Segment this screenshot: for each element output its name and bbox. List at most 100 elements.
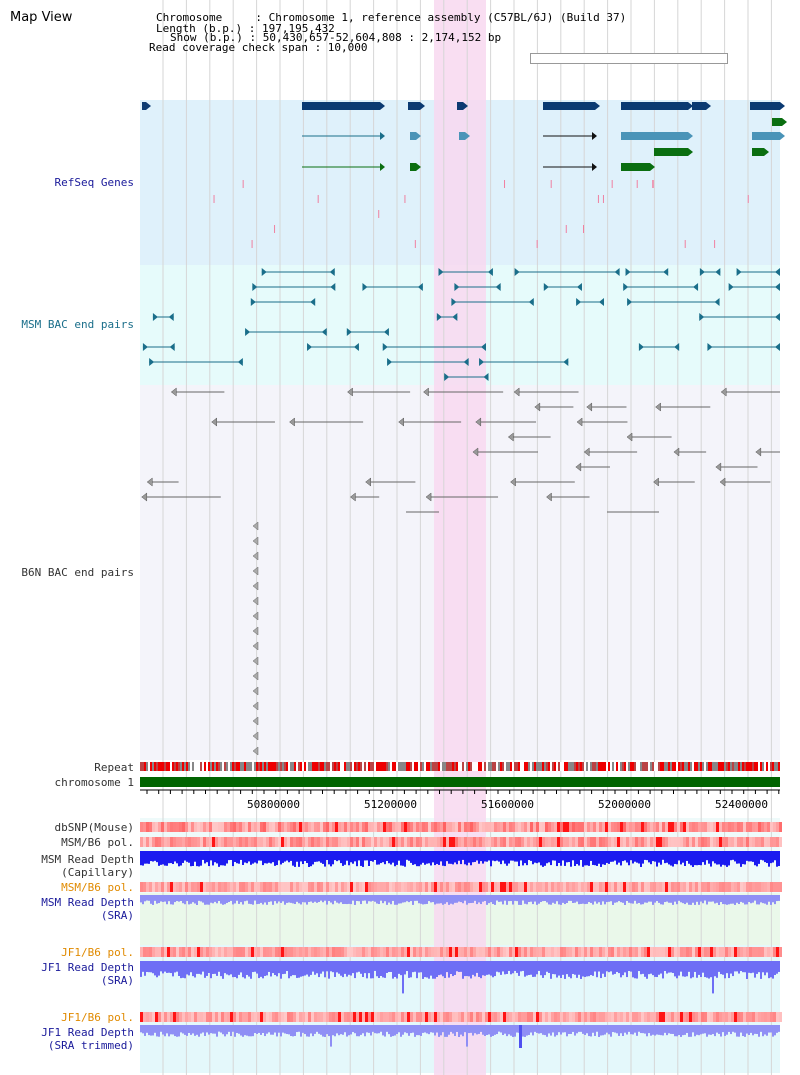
heat-cell: [719, 882, 722, 892]
depth-bar: [256, 1025, 258, 1034]
heat-cell: [512, 1012, 515, 1022]
depth-bar: [340, 1025, 342, 1035]
depth-bar: [170, 895, 172, 905]
depth-bar: [146, 961, 148, 972]
repeat-block: [184, 762, 186, 771]
track-label-refseq[interactable]: RefSeq Genes: [54, 176, 134, 189]
heat-cell: [668, 1012, 671, 1022]
depth-bar: [534, 851, 536, 863]
depth-bar: [742, 895, 744, 903]
depth-bar: [382, 895, 384, 904]
depth-bar: [244, 895, 246, 902]
depth-bar: [662, 961, 664, 979]
depth-bar: [240, 895, 242, 903]
repeat-block: [160, 762, 162, 771]
depth-bar: [226, 851, 228, 864]
heat-cell: [758, 882, 761, 892]
heat-cell: [302, 1012, 305, 1022]
heat-cell: [218, 1012, 221, 1022]
depth-bar: [660, 961, 662, 974]
depth-bar: [602, 851, 604, 865]
heat-cell: [620, 837, 623, 847]
depth-bar: [650, 1025, 652, 1036]
chromosome-ideogram[interactable]: [530, 53, 728, 64]
bac-end: [707, 343, 713, 351]
heat-cell: [395, 947, 398, 957]
heat-cell: [662, 837, 665, 847]
depth-bar: [156, 961, 158, 978]
depth-bar: [262, 1025, 264, 1033]
heat-cell: [761, 837, 764, 847]
heat-cell: [689, 837, 692, 847]
depth-bar: [168, 1025, 170, 1037]
bac-end: [451, 298, 457, 306]
depth-bar: [718, 961, 720, 972]
heat-cell: [623, 947, 626, 957]
depth-bar: [458, 895, 460, 902]
depth-bar: [438, 895, 440, 904]
depth-bar: [774, 961, 776, 976]
track-label-b6n-bac[interactable]: B6N BAC end pairs: [21, 566, 134, 579]
heat-cell: [293, 1012, 296, 1022]
heat-cell: [278, 882, 281, 892]
depth-bar: [378, 895, 380, 905]
depth-bar: [474, 851, 476, 862]
depth-bar: [376, 1025, 378, 1034]
depth-bar: [544, 851, 546, 866]
heat-cell: [572, 947, 575, 957]
repeat-block: [616, 762, 618, 771]
repeat-block: [694, 762, 696, 771]
depth-bar: [664, 961, 666, 972]
heat-cell: [275, 837, 278, 847]
depth-bar: [248, 851, 250, 862]
heat-cell: [347, 947, 350, 957]
heat-cell: [635, 947, 638, 957]
depth-bar: [278, 851, 280, 861]
depth-bar: [280, 961, 282, 979]
depth-bar: [288, 895, 290, 903]
depth-bar: [180, 1025, 182, 1033]
heat-cell: [419, 1012, 422, 1022]
heat-cell: [377, 837, 380, 847]
depth-bar: [528, 851, 530, 861]
heat-cell: [725, 947, 728, 957]
repeat-block: [314, 762, 316, 771]
track-label-msm-bac[interactable]: MSM BAC end pairs: [21, 318, 134, 331]
repeat-block: [754, 762, 756, 771]
depth-bar: [312, 851, 314, 865]
depth-bar: [430, 851, 432, 866]
repeat-block: [560, 762, 562, 771]
heat-cell: [587, 1012, 590, 1022]
heat-cell: [446, 947, 449, 957]
depth-bar: [592, 1025, 594, 1033]
depth-bar: [312, 895, 314, 903]
depth-bar: [164, 895, 166, 902]
depth-bar: [760, 1025, 762, 1032]
heat-cell: [281, 1012, 284, 1022]
heat-cell: [176, 882, 179, 892]
heat-cell: [158, 837, 161, 847]
heat-cell: [224, 822, 227, 832]
heat-cell: [446, 822, 449, 832]
depth-bar: [356, 961, 358, 973]
depth-bar: [620, 895, 622, 903]
repeat-block: [688, 762, 690, 771]
heat-cell: [236, 837, 239, 847]
heat-cell: [422, 822, 425, 832]
heat-cell: [416, 947, 419, 957]
heat-cell: [140, 1012, 143, 1022]
depth-bar: [520, 961, 522, 972]
repeat-block: [326, 762, 328, 771]
heat-cell: [569, 1012, 572, 1022]
depth-bar: [538, 851, 540, 863]
depth-bar: [608, 895, 610, 902]
depth-bar: [330, 961, 332, 972]
depth-bar: [260, 851, 262, 861]
repeat-block: [168, 762, 170, 771]
depth-bar: [226, 1025, 228, 1035]
depth-bar: [728, 1025, 730, 1032]
depth-bar: [220, 851, 222, 866]
heat-cell: [173, 882, 176, 892]
heat-cell: [248, 837, 251, 847]
repeat-block: [384, 762, 386, 771]
